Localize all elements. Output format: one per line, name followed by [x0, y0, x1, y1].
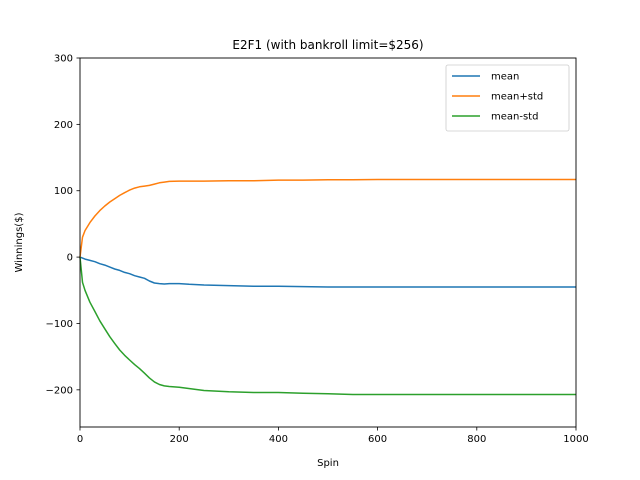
series-line-mean-std — [79, 257, 576, 396]
x-tick-label: 200 — [170, 434, 189, 445]
legend-label: mean+std — [491, 92, 543, 103]
x-tick-label: 400 — [269, 434, 288, 445]
legend-label: mean — [491, 72, 519, 83]
x-tick-label: 800 — [467, 434, 486, 445]
legend: mean mean+std mean-std — [445, 64, 570, 132]
y-axis-label: Winnings($) — [14, 212, 25, 272]
chart-title: E2F1 (with bankroll limit=$256) — [232, 38, 423, 52]
y-axis: −200 −100 0 100 200 300 — [46, 54, 80, 396]
y-tick-label: 300 — [54, 54, 73, 65]
y-tick-label: −100 — [46, 319, 73, 330]
x-axis-label: Spin — [317, 458, 339, 469]
series-layer — [79, 178, 576, 396]
y-tick-label: 0 — [67, 253, 73, 264]
y-tick-label: 200 — [54, 120, 73, 131]
x-axis: 0 200 400 600 800 1000 — [77, 427, 589, 445]
x-tick-label: 1000 — [563, 434, 588, 445]
plot-frame — [79, 57, 577, 428]
x-tick-label: 0 — [77, 434, 83, 445]
series-line-mean — [79, 256, 576, 288]
legend-box — [445, 64, 570, 132]
y-tick-label: −200 — [46, 385, 73, 396]
series-line-mean-std — [79, 178, 576, 258]
y-tick-label: 100 — [54, 186, 73, 197]
legend-label: mean-std — [491, 112, 538, 123]
x-tick-label: 600 — [368, 434, 387, 445]
